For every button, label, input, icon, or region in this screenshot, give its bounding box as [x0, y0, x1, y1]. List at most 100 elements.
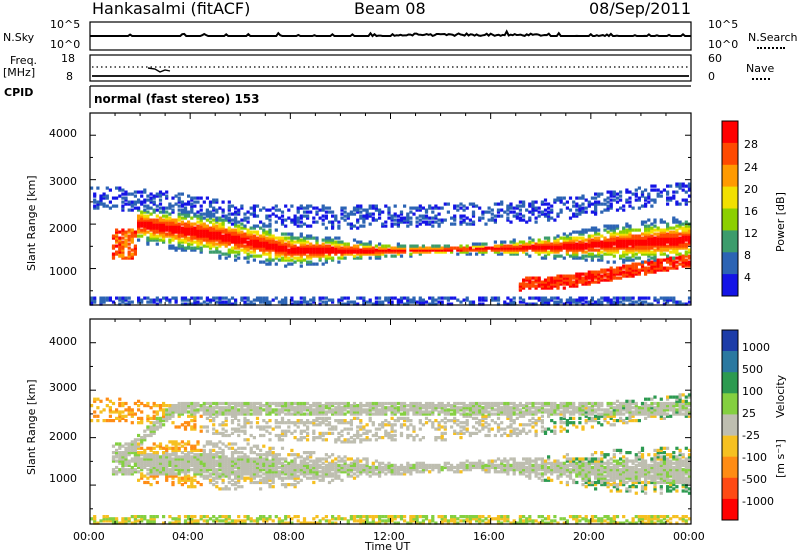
heatmap-cell [528, 296, 532, 300]
heatmap-cell [625, 188, 629, 192]
heatmap-cell [424, 208, 429, 212]
heatmap-cell [565, 236, 569, 240]
heatmap-cell [509, 202, 513, 206]
heatmap-cell [221, 210, 225, 214]
heatmap-cell [306, 210, 310, 214]
heatmap-cell [212, 442, 216, 446]
heatmap-cell [553, 280, 557, 284]
heatmap-cell [334, 419, 338, 423]
heatmap-cell [540, 300, 544, 304]
heatmap-cell [158, 198, 163, 202]
heatmap-cell [365, 248, 369, 252]
heatmap-cell [180, 463, 184, 467]
heatmap-cell [606, 204, 610, 208]
heatmap-cell [343, 248, 347, 252]
heatmap-cell [603, 278, 607, 282]
heatmap-cell [612, 232, 616, 236]
heatmap-cell [515, 204, 519, 208]
heatmap-cell [390, 224, 394, 228]
heatmap-cell [196, 440, 200, 444]
heatmap-cell [662, 252, 666, 256]
heatmap-cell [543, 212, 548, 216]
heatmap-cell [684, 238, 688, 242]
heatmap-cell [271, 236, 275, 240]
heatmap-cell [152, 463, 156, 467]
heatmap-cell [687, 236, 692, 240]
heatmap-cell [243, 453, 247, 457]
heatmap-cell [565, 200, 569, 204]
heatmap-cell [327, 455, 332, 459]
heatmap-cell [243, 416, 247, 420]
heatmap-cell [647, 230, 651, 234]
heatmap-cell [428, 206, 432, 210]
heatmap-cell [659, 260, 663, 264]
heatmap-cell [149, 416, 153, 420]
heatmap-cell [234, 244, 238, 248]
heatmap-cell [650, 236, 654, 240]
heatmap-cell [378, 254, 382, 258]
heatmap-cell [522, 204, 526, 208]
heatmap-cell [681, 234, 685, 238]
heatmap-cell [234, 254, 238, 258]
heatmap-cell [155, 204, 159, 208]
heatmap-cell [290, 236, 294, 240]
heatmap-cell [133, 463, 137, 467]
heatmap-cell [584, 272, 588, 276]
heatmap-cell [487, 206, 491, 210]
heatmap-cell [359, 224, 363, 228]
heatmap-cell [118, 468, 122, 472]
heatmap-cell [465, 216, 469, 220]
heatmap-cell [315, 238, 319, 242]
heatmap-cell [208, 448, 213, 452]
heatmap-cell [249, 302, 253, 306]
heatmap-cell [177, 517, 181, 521]
heatmap-cell [202, 412, 206, 416]
heatmap-cell [315, 472, 319, 476]
heatmap-cell [349, 222, 353, 226]
heatmap-cell [168, 244, 172, 248]
heatmap-cell [537, 214, 541, 218]
heatmap-cell [634, 238, 638, 242]
heatmap-cell [208, 472, 213, 476]
heatmap-cell [265, 224, 269, 228]
heatmap-cell [534, 208, 538, 212]
heatmap-cell [190, 459, 194, 463]
heatmap-cell [597, 298, 601, 302]
heatmap-cell [121, 298, 125, 302]
heatmap-cell [202, 404, 206, 408]
heatmap-cell [171, 472, 175, 476]
heatmap-cell [568, 246, 573, 250]
heatmap-cell [162, 206, 166, 210]
heatmap-cell [312, 298, 316, 302]
heatmap-cell [296, 421, 300, 425]
heatmap-cell [193, 444, 197, 448]
heatmap-cell [246, 461, 250, 465]
heatmap-cell [171, 228, 175, 232]
heatmap-cell [409, 300, 413, 304]
heatmap-cell [306, 244, 310, 248]
heatmap-cell [105, 419, 109, 423]
heatmap-cell [337, 236, 341, 240]
heatmap-cell [647, 228, 651, 232]
heatmap-cell [299, 256, 303, 260]
heatmap-cell [299, 404, 303, 408]
heatmap-cell [490, 298, 494, 302]
heatmap-cell [130, 408, 134, 412]
heatmap-cell [118, 419, 122, 423]
heatmap-cell [309, 412, 313, 416]
heatmap-cell [622, 274, 626, 278]
heatmap-cell [321, 296, 325, 300]
heatmap-cell [187, 222, 191, 226]
heatmap-cell [246, 236, 250, 240]
heatmap-cell [287, 236, 291, 240]
heatmap-cell [312, 472, 316, 476]
heatmap-cell [669, 184, 673, 188]
heatmap-cell [193, 240, 197, 244]
heatmap-cell [165, 218, 169, 222]
heatmap-cell [352, 244, 357, 248]
heatmap-cell [647, 218, 651, 222]
heatmap-cell [568, 282, 573, 286]
heatmap-cell [140, 218, 144, 222]
heatmap-cell [675, 202, 679, 206]
heatmap-cell [246, 463, 250, 467]
